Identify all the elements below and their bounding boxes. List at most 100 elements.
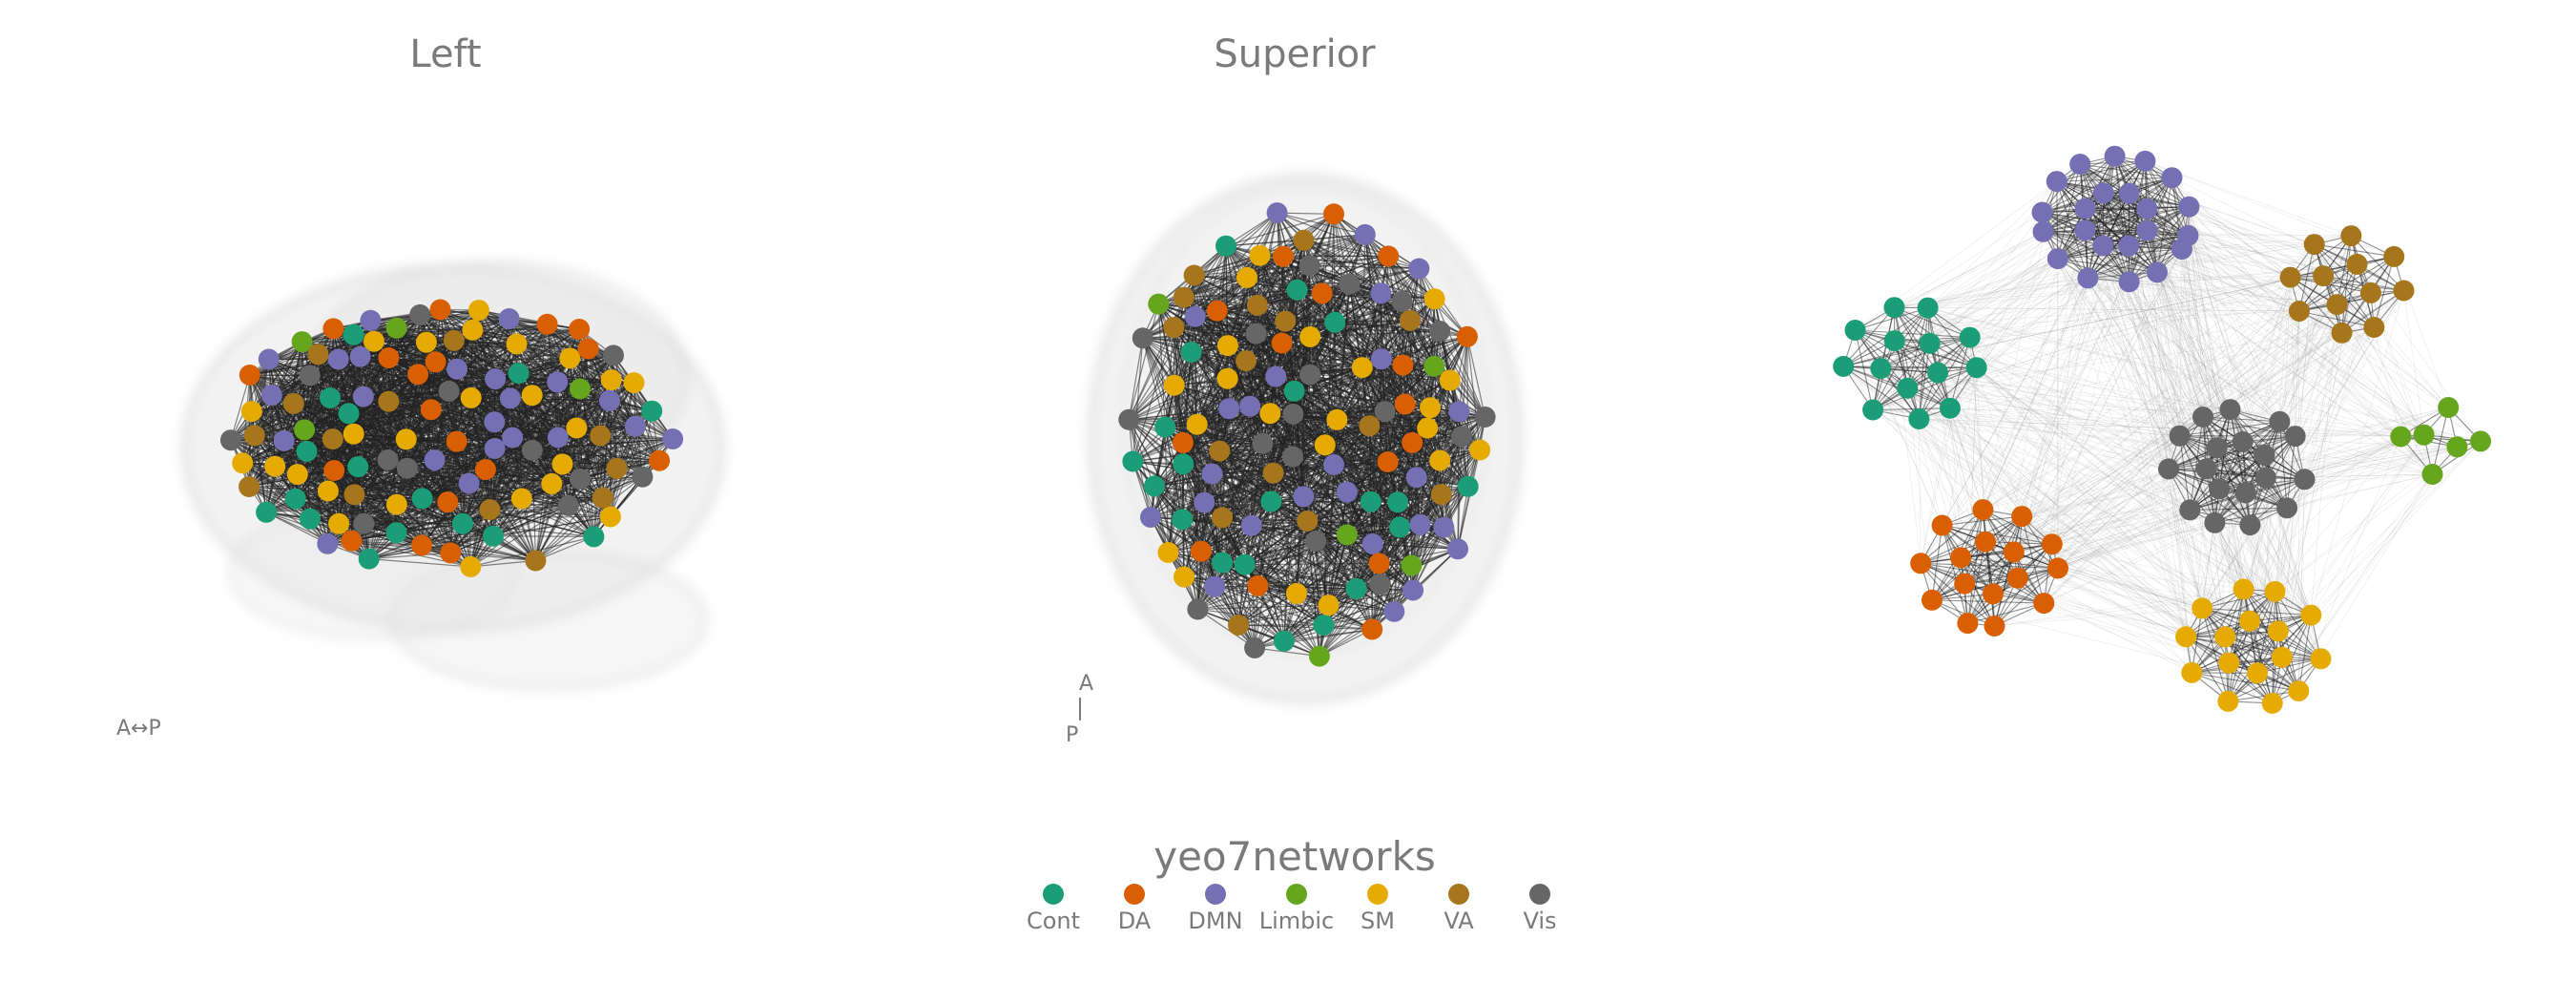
- left-view-edge: [338, 523, 423, 547]
- left-view-node-dmn: [485, 368, 507, 390]
- left-view-edge: [434, 390, 450, 461]
- left-view-node-dmn: [258, 348, 280, 370]
- left-view-edge: [406, 468, 469, 485]
- left-view-edge: [332, 438, 423, 546]
- left-view-edge: [249, 353, 319, 376]
- left-view-edge: [309, 374, 449, 392]
- left-view-node-dmn: [317, 532, 339, 554]
- left-view-node-cont: [508, 363, 530, 385]
- left-orientation-label: A↔P: [116, 717, 161, 741]
- left-view-edge: [230, 374, 311, 441]
- left-view-node-vis: [570, 468, 591, 490]
- left-view-node-cont: [358, 548, 380, 570]
- left-view-node-dmn: [273, 429, 295, 451]
- left-view-node-sm: [599, 506, 621, 528]
- left-view-node-limbic: [294, 419, 316, 441]
- left-view-edge: [576, 410, 653, 429]
- left-view-edge: [368, 558, 471, 568]
- left-view-node-da: [474, 459, 496, 481]
- left-view-edge: [470, 329, 474, 398]
- left-view-node-sm: [600, 369, 622, 391]
- left-view-edge: [478, 309, 580, 330]
- left-view-edge: [494, 448, 604, 499]
- left-view-node-cont: [320, 387, 341, 408]
- left-view-edge: [338, 468, 408, 525]
- left-view-node-sm: [363, 330, 384, 352]
- left-view-edge: [387, 397, 472, 461]
- left-view-edge: [575, 428, 604, 498]
- left-view-edge: [387, 357, 436, 461]
- left-view-node-va: [479, 499, 501, 521]
- left-view-node-sm: [328, 512, 350, 534]
- left-view-node-cont: [299, 508, 321, 530]
- left-view-edge: [468, 397, 472, 484]
- left-view-node-sm: [317, 480, 339, 502]
- superior-view-edge: [1319, 611, 1395, 658]
- left-view-node-dmn: [447, 358, 467, 380]
- left-view-node-cont: [411, 488, 433, 510]
- left-view-node-dmn: [260, 385, 282, 406]
- left-view-edge: [368, 459, 389, 559]
- left-view-edge: [368, 552, 451, 560]
- left-view-node-va: [590, 425, 612, 447]
- left-view-edge: [470, 397, 636, 428]
- left-view-node-vis: [603, 344, 624, 366]
- left-view-node-cont: [338, 403, 360, 425]
- left-view-node-da: [425, 351, 447, 373]
- left-view-node-va: [525, 550, 547, 572]
- left-view-edge: [306, 450, 398, 506]
- left-view-node-da: [323, 460, 345, 481]
- superior-view-edge: [1303, 240, 1420, 270]
- left-view-node-va: [592, 487, 613, 509]
- superior-view-edge: [1277, 212, 1365, 236]
- left-view-node-dmn: [458, 472, 480, 494]
- left-view-node-dmn: [424, 449, 446, 471]
- left-view-node-va: [606, 457, 628, 479]
- left-view-edge: [306, 427, 577, 452]
- superior-view-edge: [1216, 245, 1227, 311]
- left-view-edge: [266, 504, 397, 513]
- left-view-node-limbic: [385, 317, 407, 339]
- left-view-node-sm: [541, 472, 563, 494]
- left-view-node-vis: [353, 512, 375, 534]
- left-view-node-vis: [557, 494, 579, 516]
- left-view-node-sm: [566, 417, 588, 439]
- left-view-node-sm: [415, 331, 437, 353]
- superior-view-panel: Superior A P: [1066, 32, 1523, 747]
- left-view-edge: [468, 437, 513, 484]
- left-view-node-da: [429, 299, 451, 321]
- left-view-edge: [249, 374, 307, 452]
- superior-view-edge: [1412, 486, 1469, 591]
- left-view-edge: [434, 397, 511, 461]
- left-view-node-vis: [409, 303, 431, 325]
- left-view-edge: [471, 329, 533, 451]
- left-view-node-cont: [583, 526, 605, 548]
- left-view-node-cont: [385, 522, 407, 544]
- left-view-node-sm: [343, 423, 364, 445]
- left-view-node-cont: [483, 525, 504, 547]
- left-view-node-da: [446, 430, 467, 452]
- left-view-panel: Left A↔P: [116, 32, 725, 741]
- left-view-node-va: [243, 425, 265, 447]
- left-view-node-da: [440, 542, 462, 564]
- left-view-node-sm: [551, 453, 573, 475]
- left-view-node-sm: [510, 488, 532, 510]
- left-view-edge: [492, 496, 603, 537]
- superior-view-edge: [1216, 264, 1311, 312]
- left-view-node-dmn: [662, 428, 684, 449]
- left-view-node-cont: [641, 400, 663, 422]
- left-view-node-sm: [467, 300, 489, 322]
- left-view-node-vis: [632, 466, 654, 488]
- left-view-node-da: [407, 364, 429, 386]
- left-view-edge: [435, 324, 548, 363]
- left-view-edge: [434, 397, 472, 461]
- left-view-node-dmn: [547, 371, 569, 393]
- left-view-node-sm: [286, 464, 308, 486]
- left-view-node-da: [322, 318, 344, 340]
- left-view-edge: [388, 309, 441, 359]
- left-view-edge: [230, 439, 297, 500]
- left-view-edge: [251, 410, 307, 452]
- left-view-node-vis: [521, 439, 543, 461]
- left-view-edge: [396, 327, 450, 392]
- left-view-node-cont: [256, 501, 278, 523]
